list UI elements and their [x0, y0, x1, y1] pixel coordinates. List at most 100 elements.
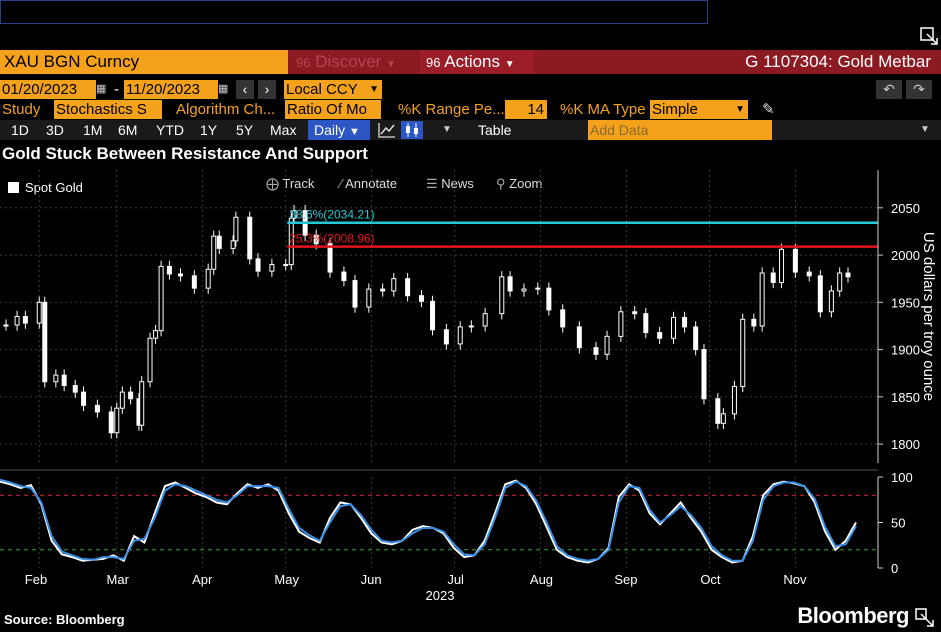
stoch-axis-tick-label: 0 — [891, 561, 898, 576]
candle-body — [94, 404, 100, 413]
k-ma-type-label: %K MA Type — [560, 101, 646, 118]
candle-body — [468, 325, 474, 328]
news-button[interactable]: ☰ News — [426, 174, 474, 194]
candle-body — [366, 288, 372, 308]
algorithm-dropdown[interactable]: Ratio Of Mo — [285, 100, 381, 119]
start-date-field[interactable]: 01/20/2023 — [0, 80, 96, 99]
add-data-input[interactable]: Add Data — [588, 120, 772, 140]
candle-body — [177, 273, 183, 277]
expand-window-icon[interactable] — [919, 26, 939, 46]
calendar-icon[interactable]: ▦ — [218, 83, 229, 95]
candle-body — [327, 243, 333, 273]
price-axis-tick-label: 1850 — [891, 390, 920, 405]
k-ma-type-dropdown[interactable]: Simple ▼ — [650, 100, 748, 119]
candle-body — [352, 280, 358, 308]
pencil-icon[interactable]: ✎ — [762, 101, 775, 118]
annotate-icon: ∕ — [340, 176, 343, 191]
candlestick-icon[interactable] — [401, 121, 423, 139]
track-button[interactable]: ⨁ Track — [266, 174, 314, 194]
redo-button[interactable]: ↷ — [906, 80, 932, 99]
period-5y-button[interactable]: 5Y — [236, 122, 254, 138]
candle-body — [3, 324, 9, 327]
candle-body — [205, 268, 211, 289]
month-tick-label: Oct — [700, 572, 721, 587]
chevron-down-icon[interactable]: ▼ — [920, 124, 930, 135]
candle-body — [443, 329, 449, 345]
period-1d-button[interactable]: 1D — [11, 122, 29, 138]
candle-body — [391, 278, 397, 292]
month-tick-label: Sep — [614, 572, 637, 587]
algorithm-label: Algorithm Ch... — [176, 101, 276, 118]
candle-body — [14, 316, 20, 326]
candle-body — [147, 337, 153, 383]
candle-body — [701, 349, 707, 400]
currency-dropdown[interactable]: Local CCY ▼ — [284, 80, 382, 99]
actions-button[interactable]: 96 Actions ▼ — [420, 50, 534, 74]
calendar-icon[interactable]: ▦ — [96, 83, 107, 95]
candle-body — [618, 311, 624, 337]
candle-body — [216, 235, 222, 249]
price-axis-tick-label: 1950 — [891, 295, 920, 310]
candle-body — [119, 391, 125, 409]
candle-body — [230, 240, 236, 249]
candle-body — [507, 276, 513, 292]
period-1y-button[interactable]: 1Y — [200, 122, 218, 138]
candle-body — [828, 290, 834, 313]
candle-body — [632, 311, 638, 315]
command-line-input[interactable] — [0, 0, 708, 24]
candle-body — [269, 264, 275, 272]
candle-body — [108, 411, 114, 434]
candle-body — [593, 347, 599, 355]
candle-body — [255, 258, 261, 272]
chevron-down-icon: ▼ — [386, 59, 396, 70]
candle-body — [457, 326, 463, 345]
candle-body — [139, 381, 145, 426]
candle-body — [682, 316, 688, 328]
period-3d-button[interactable]: 3D — [46, 122, 64, 138]
candle-body — [837, 272, 843, 292]
line-chart-icon[interactable] — [378, 122, 396, 143]
frequency-dropdown[interactable]: Daily ▼ — [308, 120, 370, 140]
zoom-button[interactable]: ⚲ Zoom — [496, 174, 542, 194]
actions-icon: 96 — [426, 55, 441, 70]
candle-body — [521, 288, 527, 292]
price-axis-tick-label: 1900 — [891, 343, 920, 358]
candle-body — [36, 301, 42, 324]
candle-body — [233, 216, 239, 242]
chevron-down-icon[interactable]: ▼ — [442, 124, 452, 135]
candle-body — [22, 316, 28, 324]
candle-body — [845, 272, 851, 278]
table-button[interactable]: Table — [478, 122, 512, 138]
price-axis-tick-label: 2000 — [891, 248, 920, 263]
k-range-input[interactable]: 14 — [505, 100, 547, 119]
period-6m-button[interactable]: 6M — [118, 122, 138, 138]
candle-body — [535, 287, 541, 290]
discover-button[interactable]: 96 Discover ▼ — [290, 50, 416, 74]
candle-body — [430, 300, 436, 331]
period-1m-button[interactable]: 1M — [83, 122, 103, 138]
month-tick-label: Jul — [447, 572, 464, 587]
candle-body — [418, 295, 424, 302]
end-date-field[interactable]: 11/20/2023 — [124, 80, 218, 99]
undo-button[interactable]: ↶ — [876, 80, 902, 99]
ticker-field[interactable]: XAU BGN Curncy — [0, 50, 288, 74]
candle-body — [247, 216, 253, 260]
candle-body — [53, 374, 59, 383]
next-period-button[interactable]: › — [258, 80, 276, 99]
candle-body — [114, 407, 120, 434]
study-dropdown[interactable]: Stochastics S — [54, 100, 162, 119]
previous-period-button[interactable]: ‹ — [236, 80, 254, 99]
period-max-button[interactable]: Max — [270, 122, 297, 138]
annotate-button[interactable]: ∕ Annotate — [340, 174, 397, 194]
candle-body — [313, 234, 319, 245]
candle-body — [817, 275, 823, 313]
legend-swatch — [8, 182, 19, 193]
price-axis-label: US dollars per troy ounce — [920, 232, 937, 401]
candle-body — [61, 374, 67, 386]
period-ytd-button[interactable]: YTD — [156, 122, 184, 138]
k-range-label: %K Range Pe... — [398, 101, 505, 118]
month-tick-label: Apr — [192, 572, 213, 587]
candle-body — [806, 271, 812, 277]
study-label: Study — [2, 101, 41, 118]
